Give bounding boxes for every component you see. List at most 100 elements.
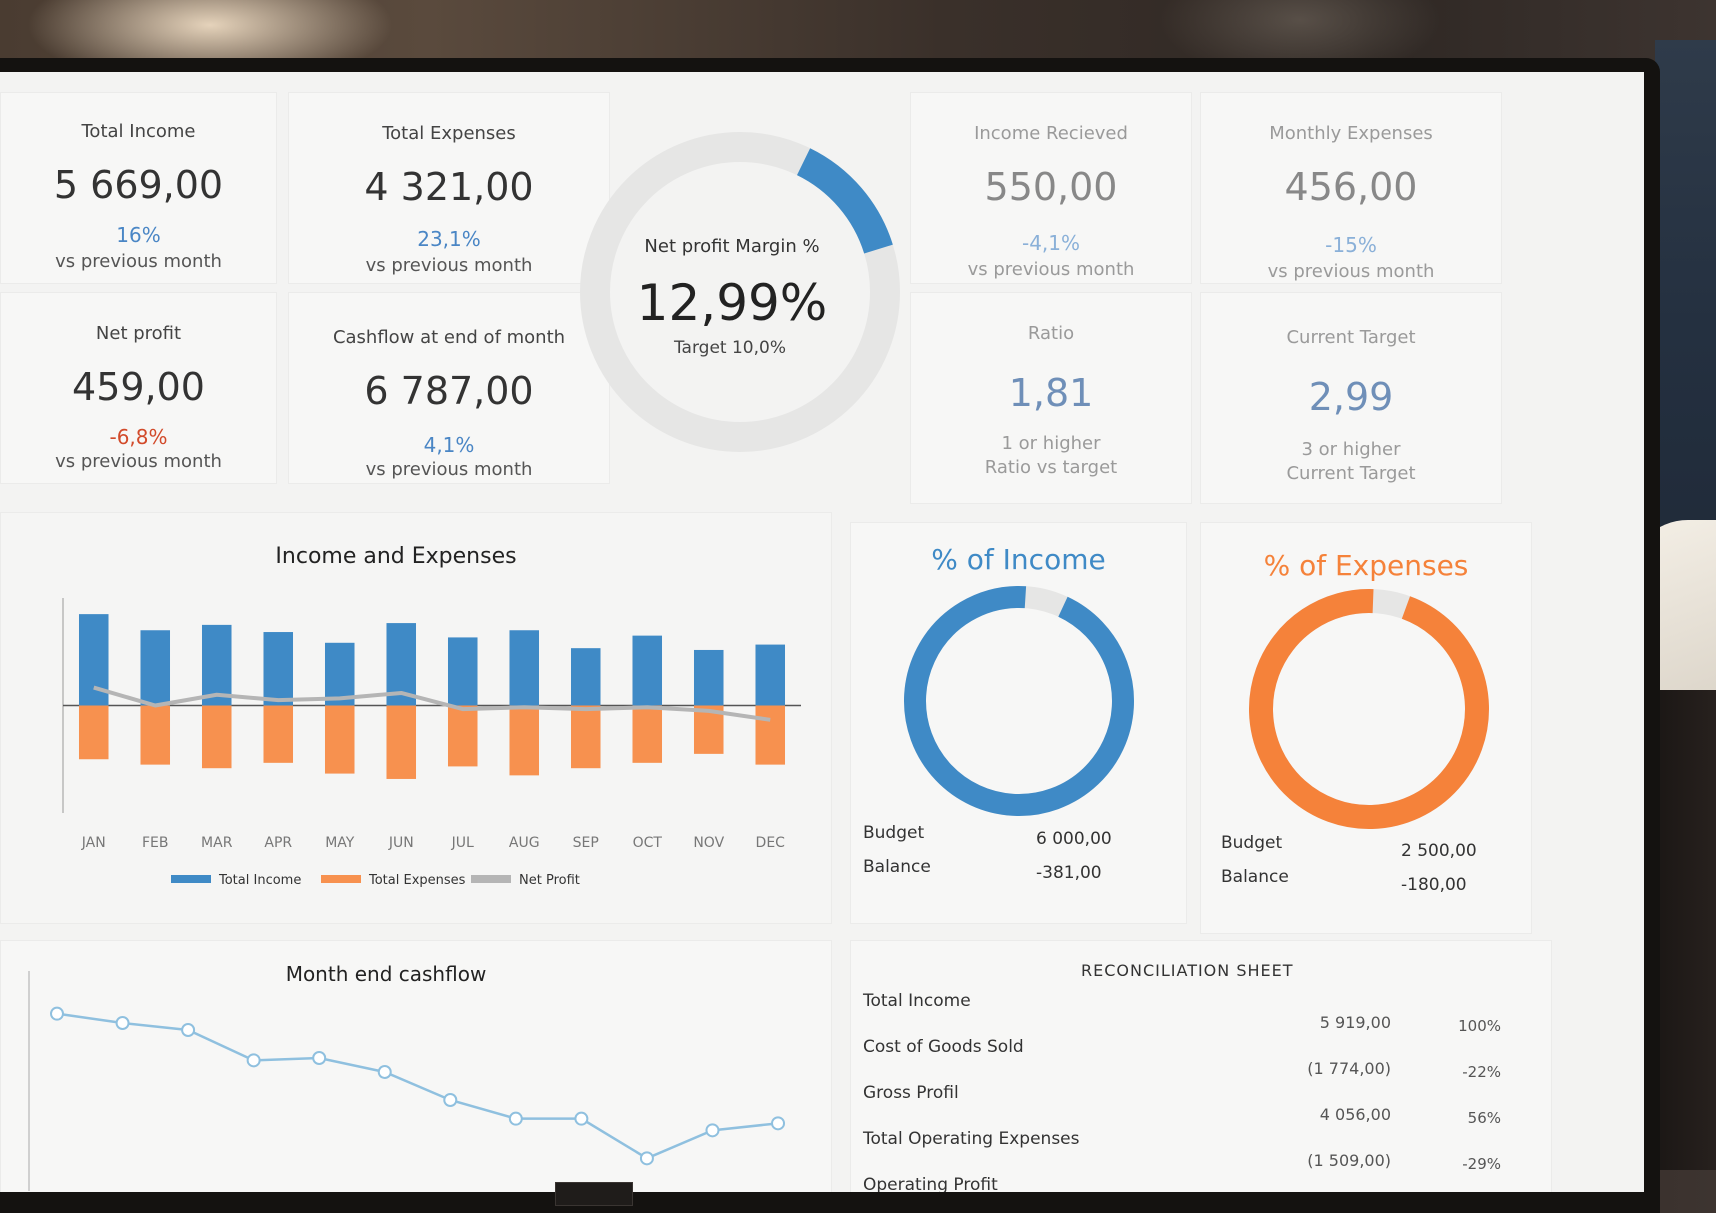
recon-row-label: Cost of Goods Sold: [863, 1037, 1024, 1057]
chart-title: Income and Expenses: [275, 544, 516, 569]
balance-value: -180,00: [1401, 875, 1467, 895]
kpi-title: Total Income: [81, 121, 196, 142]
balance-value: -381,00: [1036, 863, 1102, 883]
income-bar: [201, 624, 232, 706]
recon-row-pct: 56%: [1467, 1109, 1501, 1127]
kpi-title: Current Target: [1286, 327, 1416, 348]
income-bar: [509, 630, 540, 706]
kpi-total-income: Total Income 5 669,00 16% vs previous mo…: [0, 92, 277, 284]
legend-label: Total Expenses: [368, 873, 466, 888]
kpi-value: 4 321,00: [364, 165, 534, 209]
gauge-svg: Net profit Margin % 12,99% Target 10,0%: [580, 132, 900, 452]
expenses-bar: [755, 705, 786, 765]
kpi-title: Income Recieved: [974, 123, 1128, 144]
reconciliation-sheet: RECONCILIATION SHEET Total Income 5 919,0…: [850, 940, 1552, 1192]
income-bar: [140, 630, 171, 706]
cashflow-point: [115, 1016, 130, 1030]
cashflow-point: [508, 1111, 523, 1126]
cashflow-line: [56, 1012, 779, 1160]
x-tick-label: MAY: [325, 835, 355, 851]
kpi-monthly-expenses: Monthly Expenses 456,00 -15% vs previous…: [1200, 92, 1502, 284]
reconciliation-title: RECONCILIATION SHEET: [1081, 961, 1294, 980]
x-tick-label: NOV: [693, 835, 724, 851]
monitor-logo: [555, 1182, 633, 1206]
gauge-fill: [580, 132, 900, 452]
income-expenses-chart: Income and Expenses JAN FEB MAR APR MAY JUN JU…: [0, 512, 832, 924]
x-tick-label: APR: [264, 835, 292, 851]
cashflow-point: [50, 1006, 64, 1021]
expenses-bar: [570, 705, 601, 769]
kpi-change: -15%: [1325, 233, 1377, 257]
kpi-subtitle: vs previous month: [55, 251, 222, 272]
kpi-title: Ratio: [1027, 323, 1075, 344]
x-tick-label: AUG: [509, 835, 540, 851]
recon-row-label: Operating Profit: [863, 1175, 998, 1192]
legend-swatch: [321, 875, 361, 883]
kpi-value: 2,99: [1308, 375, 1394, 419]
recon-row-value: (1 509,00): [1307, 1151, 1391, 1170]
kpi-total-expenses: Total Expenses 4 321,00 23,1% vs previou…: [288, 92, 610, 284]
donut-fill: [904, 586, 1134, 816]
kpi-subtitle: vs previous month: [1267, 261, 1435, 282]
percent-income-card: % of Income Budget 6 000,00 Balance -381…: [850, 522, 1187, 924]
budget-label: Budget: [1221, 833, 1283, 853]
income-bar: [755, 644, 786, 706]
balance-label: Balance: [1221, 867, 1289, 887]
bar-chart-svg: Income and Expenses JAN FEB MAR APR MAY JUN JU…: [62, 544, 801, 888]
income-bar: [570, 648, 601, 706]
x-tick-label: SEP: [573, 835, 599, 851]
legend-label: Total Income: [218, 873, 301, 888]
kpi-value: 456,00: [1284, 165, 1418, 209]
gauge-title: Net profit Margin %: [644, 236, 819, 257]
percent-expenses-card: % of Expenses Budget 2 500,00 Balance -1…: [1200, 522, 1532, 934]
kpi-value: 550,00: [984, 165, 1118, 209]
legend-label: Net Profit: [519, 873, 580, 888]
recon-row-value: (1 774,00): [1307, 1059, 1391, 1078]
donut-title: % of Income: [931, 543, 1106, 576]
x-tick-label: JUL: [451, 835, 474, 851]
income-donut-svg: [904, 586, 1134, 816]
budget-value: 2 500,00: [1401, 841, 1477, 861]
expenses-donut-svg: [1249, 589, 1489, 829]
x-tick-label: FEB: [142, 835, 169, 851]
kpi-value: 1,81: [1008, 371, 1094, 415]
x-tick-label: JUN: [388, 835, 414, 851]
x-tick-label: JAN: [81, 835, 106, 851]
expenses-bar: [632, 705, 663, 763]
net-profit-margin-gauge: Net profit Margin % 12,99% Target 10,0%: [570, 122, 910, 462]
expenses-bar: [140, 705, 171, 765]
kpi-change: -6,8%: [109, 425, 168, 449]
kpi-change: 4,1%: [423, 433, 475, 457]
cashflow-point: [443, 1093, 458, 1107]
balance-label: Balance: [863, 857, 931, 877]
cashflow-point: [639, 1151, 654, 1166]
expenses-bar: [78, 705, 109, 760]
expenses-bar: [386, 705, 417, 779]
kpi-subtitle: vs previous month: [55, 451, 222, 472]
cashflow-chart: Month end cashflow: [0, 940, 832, 1192]
recon-row-pct: -22%: [1462, 1063, 1501, 1081]
kpi-change: -4,1%: [1021, 231, 1081, 255]
donut-title: % of Expenses: [1263, 549, 1469, 582]
income-bar: [632, 635, 663, 706]
kpi-change: 23,1%: [417, 227, 481, 251]
kpi-subtitle: vs previous month: [365, 459, 533, 480]
kpi-title: Monthly Expenses: [1269, 123, 1433, 144]
kpi-change: 16%: [116, 223, 161, 247]
kpi-line2: Current Target: [1286, 463, 1416, 484]
income-bar: [693, 649, 724, 706]
net-profit-line: [93, 685, 771, 722]
income-bar: [447, 637, 478, 706]
cashflow-point: [377, 1065, 392, 1079]
budget-value: 6 000,00: [1036, 829, 1112, 849]
legend-swatch: [171, 875, 211, 883]
x-tick-label: OCT: [633, 835, 663, 851]
income-bar: [324, 642, 355, 706]
x-tick-label: MAR: [201, 835, 233, 851]
legend-swatch: [471, 875, 511, 883]
recon-row-pct: -29%: [1462, 1155, 1501, 1173]
kpi-subtitle: vs previous month: [967, 259, 1135, 280]
gauge-value: 12,99%: [637, 274, 828, 332]
expenses-bar: [201, 705, 232, 769]
lamp-stand: [1650, 690, 1716, 1170]
